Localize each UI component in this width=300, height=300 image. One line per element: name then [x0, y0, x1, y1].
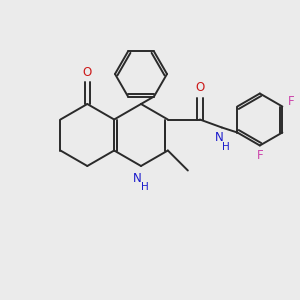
Text: F: F: [288, 95, 294, 108]
Text: O: O: [195, 81, 205, 94]
Text: O: O: [83, 65, 92, 79]
Text: F: F: [256, 149, 263, 162]
Text: H: H: [141, 182, 149, 192]
Text: H: H: [222, 142, 230, 152]
Text: N: N: [133, 172, 141, 184]
Text: N: N: [214, 131, 223, 144]
